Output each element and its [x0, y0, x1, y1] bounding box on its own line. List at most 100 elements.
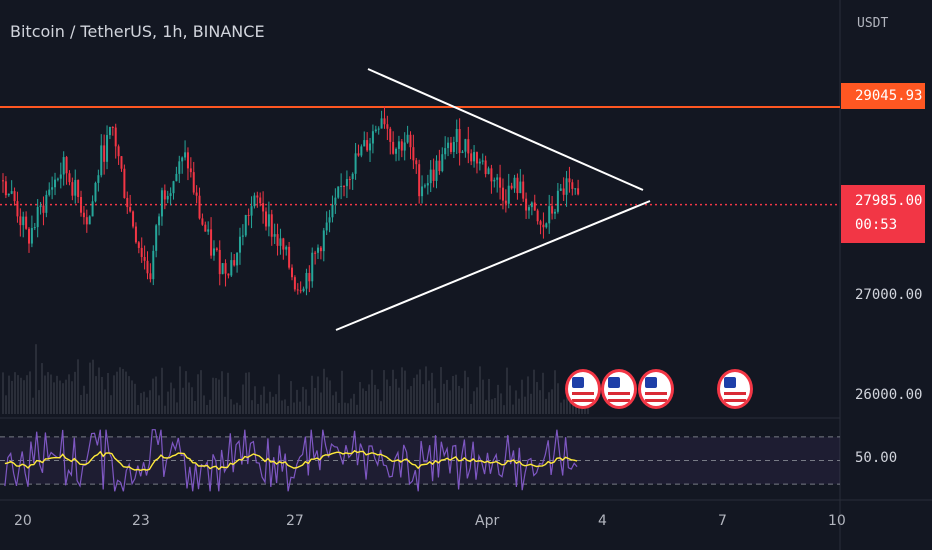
volume-bar: [314, 387, 316, 414]
volume-bar: [272, 396, 274, 414]
volume-bar: [248, 372, 250, 414]
candle-body: [397, 141, 400, 149]
price-axis-label: 26000.00: [855, 387, 923, 403]
candle-body: [386, 124, 389, 129]
volume-bar: [323, 368, 325, 414]
volume-bar: [212, 377, 214, 414]
candle-body: [548, 206, 551, 224]
candle-body: [374, 129, 377, 132]
volume-bar: [74, 371, 76, 414]
volume-bar: [512, 404, 514, 414]
volume-bar: [107, 372, 109, 414]
volume-bar: [476, 387, 478, 414]
candle-body: [527, 207, 530, 211]
volume-bar: [338, 402, 340, 414]
volume-bar: [32, 397, 34, 414]
us-flag-icon[interactable]: [565, 369, 601, 409]
volume-bar: [335, 391, 337, 414]
volume-bar: [308, 405, 310, 414]
volume-bar: [293, 402, 295, 414]
volume-bar: [464, 370, 466, 414]
volume-bar: [119, 367, 121, 414]
candle-body: [519, 181, 522, 194]
volume-bar: [548, 392, 550, 414]
candle-body: [259, 197, 262, 204]
volume-bar: [260, 394, 262, 414]
volume-bar: [149, 390, 151, 414]
candle-body: [568, 178, 571, 183]
candle-body: [28, 228, 31, 244]
volume-bar: [287, 405, 289, 414]
candle-body: [493, 179, 496, 182]
volume-bar: [536, 382, 538, 414]
candle-body: [108, 126, 111, 136]
candle-body: [262, 203, 265, 212]
volume-bar: [221, 371, 223, 414]
candle-body: [137, 242, 140, 248]
candle-body: [501, 187, 504, 201]
volume-bar: [521, 379, 523, 414]
candle-body: [166, 195, 169, 200]
volume-bar: [20, 377, 22, 414]
candle-body: [490, 168, 493, 182]
volume-bar: [392, 369, 394, 414]
candle-body: [178, 161, 181, 174]
candle-body: [314, 252, 317, 254]
candle-body: [418, 164, 421, 197]
candle-body: [481, 160, 484, 162]
volume-bar: [215, 378, 217, 414]
volume-bar: [371, 369, 373, 414]
volume-bar: [17, 375, 19, 414]
candle-body: [343, 185, 346, 187]
candle-body: [80, 197, 83, 213]
volume-bar: [89, 362, 91, 414]
us-flag-icon[interactable]: [717, 369, 753, 409]
volume-bar: [275, 394, 277, 414]
candle-body: [207, 229, 210, 232]
volume-bar: [449, 390, 451, 414]
candle-body: [241, 235, 244, 237]
candle-body: [198, 195, 201, 219]
time-axis-label: 10: [828, 513, 846, 529]
volume-bar: [26, 375, 28, 414]
candle-body: [74, 180, 77, 196]
volume-bar: [344, 402, 346, 414]
us-flag-icon[interactable]: [638, 369, 674, 409]
us-flag-icon[interactable]: [601, 369, 637, 409]
candle-body: [120, 156, 123, 169]
volume-bar: [284, 399, 286, 414]
candle-body: [169, 193, 172, 196]
volume-bar: [53, 382, 55, 414]
volume-bar: [503, 405, 505, 414]
candle-body: [51, 187, 54, 190]
candle-body: [210, 229, 213, 256]
candle-body: [160, 190, 163, 217]
rsi-line: [4, 429, 578, 492]
volume-bar: [173, 388, 175, 414]
volume-bar: [158, 395, 160, 414]
candle-body: [545, 223, 548, 228]
candle-body: [470, 153, 473, 162]
volume-bar: [368, 384, 370, 414]
candle-body: [426, 183, 429, 186]
symbol-title[interactable]: Bitcoin / TetherUS, 1h, BINANCE: [10, 22, 265, 41]
candle-body: [296, 289, 299, 291]
lower-trendline: [335, 200, 651, 331]
candle-body: [412, 147, 415, 161]
candle-body: [16, 201, 19, 217]
volume-bar: [389, 386, 391, 414]
volume-bar: [296, 389, 298, 414]
candle-body: [357, 153, 360, 156]
candle-body: [380, 118, 383, 129]
candle-body: [452, 141, 455, 152]
candle-body: [39, 205, 42, 208]
volume-bar: [443, 383, 445, 414]
candle-body: [525, 198, 528, 211]
volume-bar: [509, 385, 511, 414]
candle-body: [553, 211, 556, 214]
candle-body: [59, 174, 62, 179]
candle-body: [421, 186, 424, 197]
volume-bar: [11, 380, 13, 414]
candle-body: [331, 204, 334, 218]
